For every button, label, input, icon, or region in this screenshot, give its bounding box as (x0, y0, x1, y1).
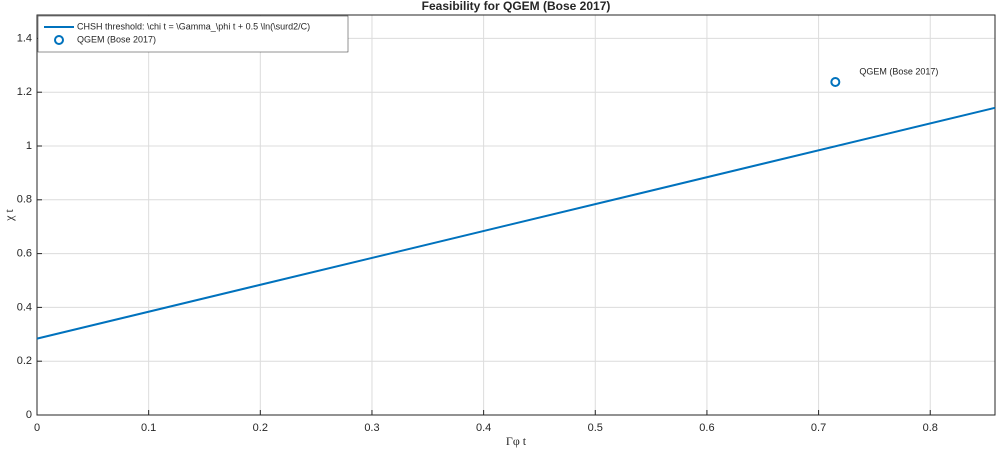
annotation: QGEM (Bose 2017) (859, 66, 938, 76)
x-tick-label: 0.1 (141, 422, 156, 434)
y-tick-label: 1 (26, 140, 32, 152)
y-tick-label: 0 (26, 409, 32, 421)
x-tick-label: 0.7 (811, 422, 826, 434)
y-axis-label: χ t (2, 209, 16, 222)
legend-label: QGEM (Bose 2017) (77, 34, 156, 44)
x-axis-label: Γφ t (506, 434, 527, 448)
line-series (36, 106, 996, 340)
legend-box (37, 15, 349, 53)
x-tick-label: 0.5 (588, 422, 603, 434)
y-tick-label: 0.2 (17, 355, 32, 367)
axes-box (36, 14, 996, 416)
x-tick-label: 0.2 (253, 422, 268, 434)
legend-marker (54, 35, 64, 45)
y-tick-label: 0.8 (17, 194, 32, 206)
y-tick-label: 1.4 (17, 32, 32, 44)
x-tick-label: 0.3 (364, 422, 379, 434)
y-tick-label: 0.6 (17, 248, 32, 260)
x-tick-label: 0.6 (699, 422, 714, 434)
legend-label: CHSH threshold: \chi t = \Gamma_\phi t +… (77, 21, 310, 31)
y-tick-label: 1.2 (17, 86, 32, 98)
x-tick-label: 0.8 (923, 422, 938, 434)
chart-title: Feasibility for QGEM (Bose 2017) (422, 0, 611, 13)
x-tick-label: 0.4 (476, 422, 491, 434)
y-tick-label: 0.4 (17, 301, 32, 313)
data-point (830, 76, 841, 87)
x-tick-label: 0 (34, 422, 40, 434)
